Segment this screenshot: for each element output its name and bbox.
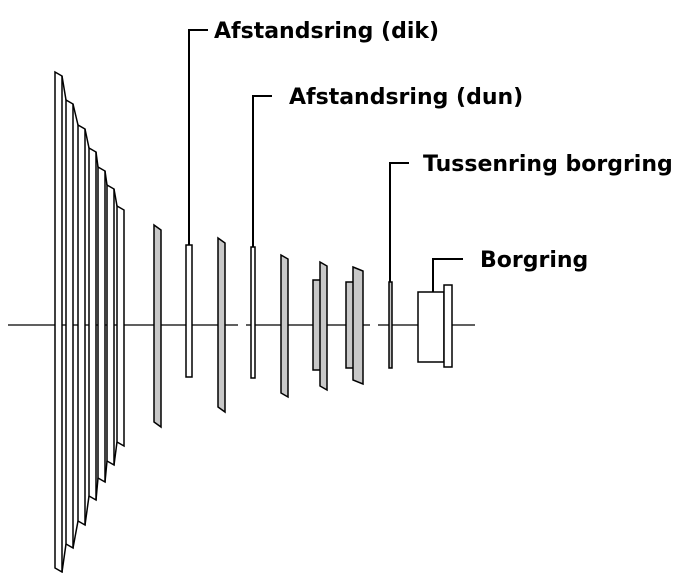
spacer-thick (185, 244, 193, 378)
sprocket-2 (65, 98, 74, 550)
spacer-thin (250, 246, 256, 379)
single-sprockets (153, 223, 364, 429)
sprocket-4 (88, 146, 97, 502)
intermediate-lockring (388, 281, 393, 369)
sprocket-10 (280, 253, 289, 399)
sprocket-5 (97, 165, 106, 484)
leader-lockring (432, 258, 463, 292)
sprocket-8 (153, 223, 162, 429)
sprocket-1 (54, 70, 63, 573)
sprocket-stack (54, 70, 125, 573)
sprocket-7 (116, 204, 125, 448)
sprocket-3 (77, 123, 86, 527)
label-spacer-thick: Afstandsring (dik) (214, 19, 439, 44)
label-lockring: Borgring (480, 248, 588, 273)
sprocket-6 (106, 183, 115, 467)
leader-lines (188, 29, 463, 292)
sprocket-9 (217, 236, 226, 414)
sprocket-12 (352, 265, 364, 386)
label-intermediate-lockring: Tussenring borgring (423, 152, 673, 177)
label-spacer-thin: Afstandsring (dun) (289, 85, 523, 110)
lockring (417, 284, 453, 368)
leader-spacer-thin (252, 95, 272, 247)
leader-spacer-thick (188, 29, 208, 245)
leader-intermediate-lockring (389, 162, 409, 282)
sprocket-11 (319, 260, 328, 392)
